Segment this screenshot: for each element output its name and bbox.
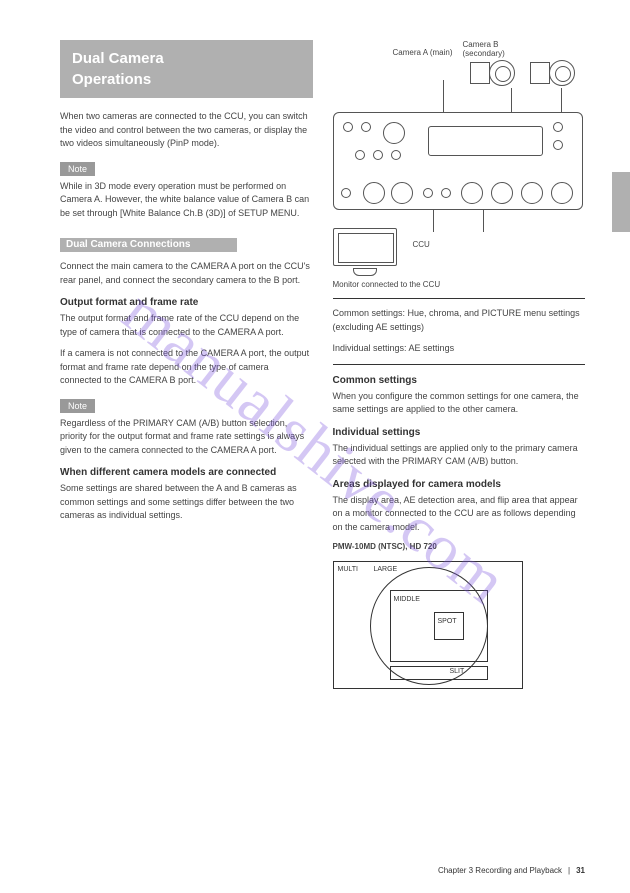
lead-line: [433, 210, 434, 232]
knob-icon: [383, 122, 405, 144]
monitor-icon: [333, 228, 397, 276]
section-title: Dual Camera Operations: [60, 40, 313, 98]
monitor-caption: Monitor connected to the CCU: [333, 280, 453, 289]
knob-icon: [363, 182, 385, 204]
page-footer: Chapter 3 Recording and Playback | 31: [438, 866, 585, 875]
dual-connections-paragraph: Connect the main camera to the CAMERA A …: [60, 260, 313, 287]
slit-label: SLIT: [450, 668, 465, 675]
knob-icon: [551, 182, 573, 204]
multi-label: MULTI: [338, 566, 358, 573]
page-number: 31: [576, 866, 585, 875]
knob-icon: [341, 188, 351, 198]
common-settings-row: Common settings: Hue, chroma, and PICTUR…: [333, 307, 586, 334]
knob-icon: [373, 150, 383, 160]
lead-line: [443, 80, 444, 112]
knob-icon: [441, 188, 451, 198]
knob-icon: [423, 188, 433, 198]
large-label: LARGE: [374, 566, 398, 573]
middle-label: MIDDLE: [394, 596, 420, 603]
title-line-1: Dual Camera: [72, 50, 301, 67]
model-label: PMW-10MD (NTSC), HD 720: [333, 542, 586, 551]
common-paragraph: When you configure the common settings f…: [333, 390, 586, 417]
sub-heading-models: When different camera models are connect…: [60, 467, 313, 478]
knob-icon: [355, 150, 365, 160]
device-illustration: Camera A (main) Camera B (secondary) CCU…: [333, 40, 586, 290]
individual-paragraph: The individual settings are applied only…: [333, 442, 586, 469]
individual-settings-row: Individual settings: AE settings: [333, 342, 586, 356]
knob-icon: [553, 140, 563, 150]
footer-chapter: Chapter 3 Recording and Playback: [438, 866, 562, 875]
subsection-bar: Dual Camera Connections: [60, 238, 237, 252]
subsection-label: Dual Camera Connections: [60, 238, 237, 252]
lead-line: [511, 88, 512, 112]
divider: [333, 298, 586, 299]
knob-icon: [553, 122, 563, 132]
ccu-screen-icon: [428, 126, 543, 156]
camera-b-caption: Camera B (secondary): [463, 40, 523, 58]
intro-paragraph: When two cameras are connected to the CC…: [60, 110, 313, 151]
camera-a-icon: [470, 58, 515, 88]
knob-icon: [391, 150, 401, 160]
sub-heading-output: Output format and frame rate: [60, 297, 313, 308]
knob-icon: [343, 122, 353, 132]
camera-b-icon: [530, 58, 575, 88]
side-chapter-tab: [612, 172, 630, 232]
output-format-p1: The output format and frame rate of the …: [60, 312, 313, 339]
output-format-p2: If a camera is not connected to the CAME…: [60, 347, 313, 388]
note-body: While in 3D mode every operation must be…: [60, 180, 313, 221]
knob-icon: [491, 182, 513, 204]
title-line-2: Operations: [72, 71, 301, 88]
sub-heading-individual: Individual settings: [333, 427, 586, 438]
knob-icon: [361, 122, 371, 132]
sub-heading-areas: Areas displayed for camera models: [333, 479, 586, 490]
slit-rect-icon: [390, 666, 488, 680]
models-paragraph: Some settings are shared between the A a…: [60, 482, 313, 523]
note-heading-2: Note: [60, 399, 95, 413]
note-body-2: Regardless of the PRIMARY CAM (A/B) butt…: [60, 417, 313, 458]
lead-line: [561, 88, 562, 112]
ccu-caption: CCU: [413, 240, 513, 249]
sub-heading-common: Common settings: [333, 375, 586, 386]
camera-a-caption: Camera A (main): [393, 48, 453, 57]
areas-paragraph: The display area, AE detection area, and…: [333, 494, 586, 535]
lead-line: [483, 210, 484, 232]
spot-rect-icon: [434, 612, 464, 640]
knob-icon: [391, 182, 413, 204]
divider: [333, 364, 586, 365]
spot-label: SPOT: [438, 618, 457, 625]
knob-icon: [521, 182, 543, 204]
note-heading: Note: [60, 162, 95, 176]
ae-area-diagram: MULTI LARGE MIDDLE SPOT SLIT: [333, 561, 523, 689]
knob-icon: [461, 182, 483, 204]
